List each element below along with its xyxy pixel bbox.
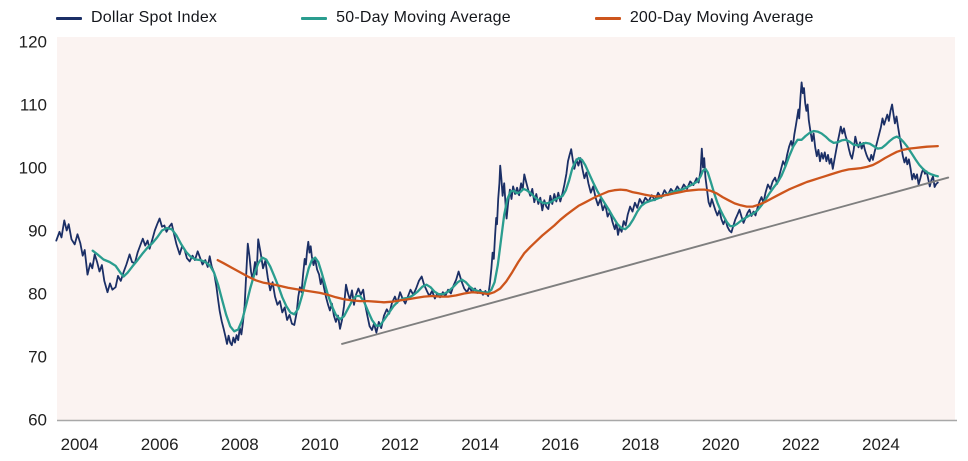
x-tick-label: 2012: [381, 435, 419, 454]
y-tick-label: 60: [28, 411, 47, 430]
y-tick-label: 110: [20, 96, 47, 115]
line-swatch-icon: [594, 16, 621, 20]
line-swatch-icon: [301, 16, 328, 20]
legend-label-200-day-moving-average: 200-Day Moving Average: [629, 9, 814, 26]
trendline: [341, 176, 950, 345]
y-tick-label: 90: [28, 222, 47, 241]
x-tick-label: 2010: [301, 435, 339, 454]
x-tick-label: 2020: [702, 435, 740, 454]
x-tick-label: 2016: [541, 435, 579, 454]
y-tick-label: 100: [19, 159, 47, 178]
legend-item-200-day-moving-average: 200-Day Moving Average: [594, 9, 814, 27]
x-tick-label: 2004: [61, 435, 99, 454]
x-tick-label: 2014: [461, 435, 499, 454]
y-tick-label: 120: [19, 33, 47, 52]
y-tick-label: 80: [28, 285, 47, 304]
legend-item-dollar-spot-index: Dollar Spot Index: [56, 9, 217, 27]
ma50-line: [91, 129, 939, 333]
x-tick-label: 2006: [141, 435, 179, 454]
x-tick-label: 2018: [622, 435, 660, 454]
line-swatch-icon: [56, 16, 82, 20]
legend-label-dollar-spot-index: Dollar Spot Index: [91, 9, 218, 26]
plot-area: [57, 37, 955, 421]
ma200-line: [216, 144, 939, 304]
x-tick-label: 2024: [862, 435, 900, 454]
y-tick-label: 70: [28, 348, 47, 367]
chart-legend: Dollar Spot Index 50-Day Moving Average …: [56, 6, 814, 30]
x-tick-label: 2008: [221, 435, 259, 454]
legend-item-50-day-moving-average: 50-Day Moving Average: [301, 9, 511, 27]
x-tick-label: 2022: [782, 435, 820, 454]
legend-label-50-day-moving-average: 50-Day Moving Average: [336, 9, 511, 26]
